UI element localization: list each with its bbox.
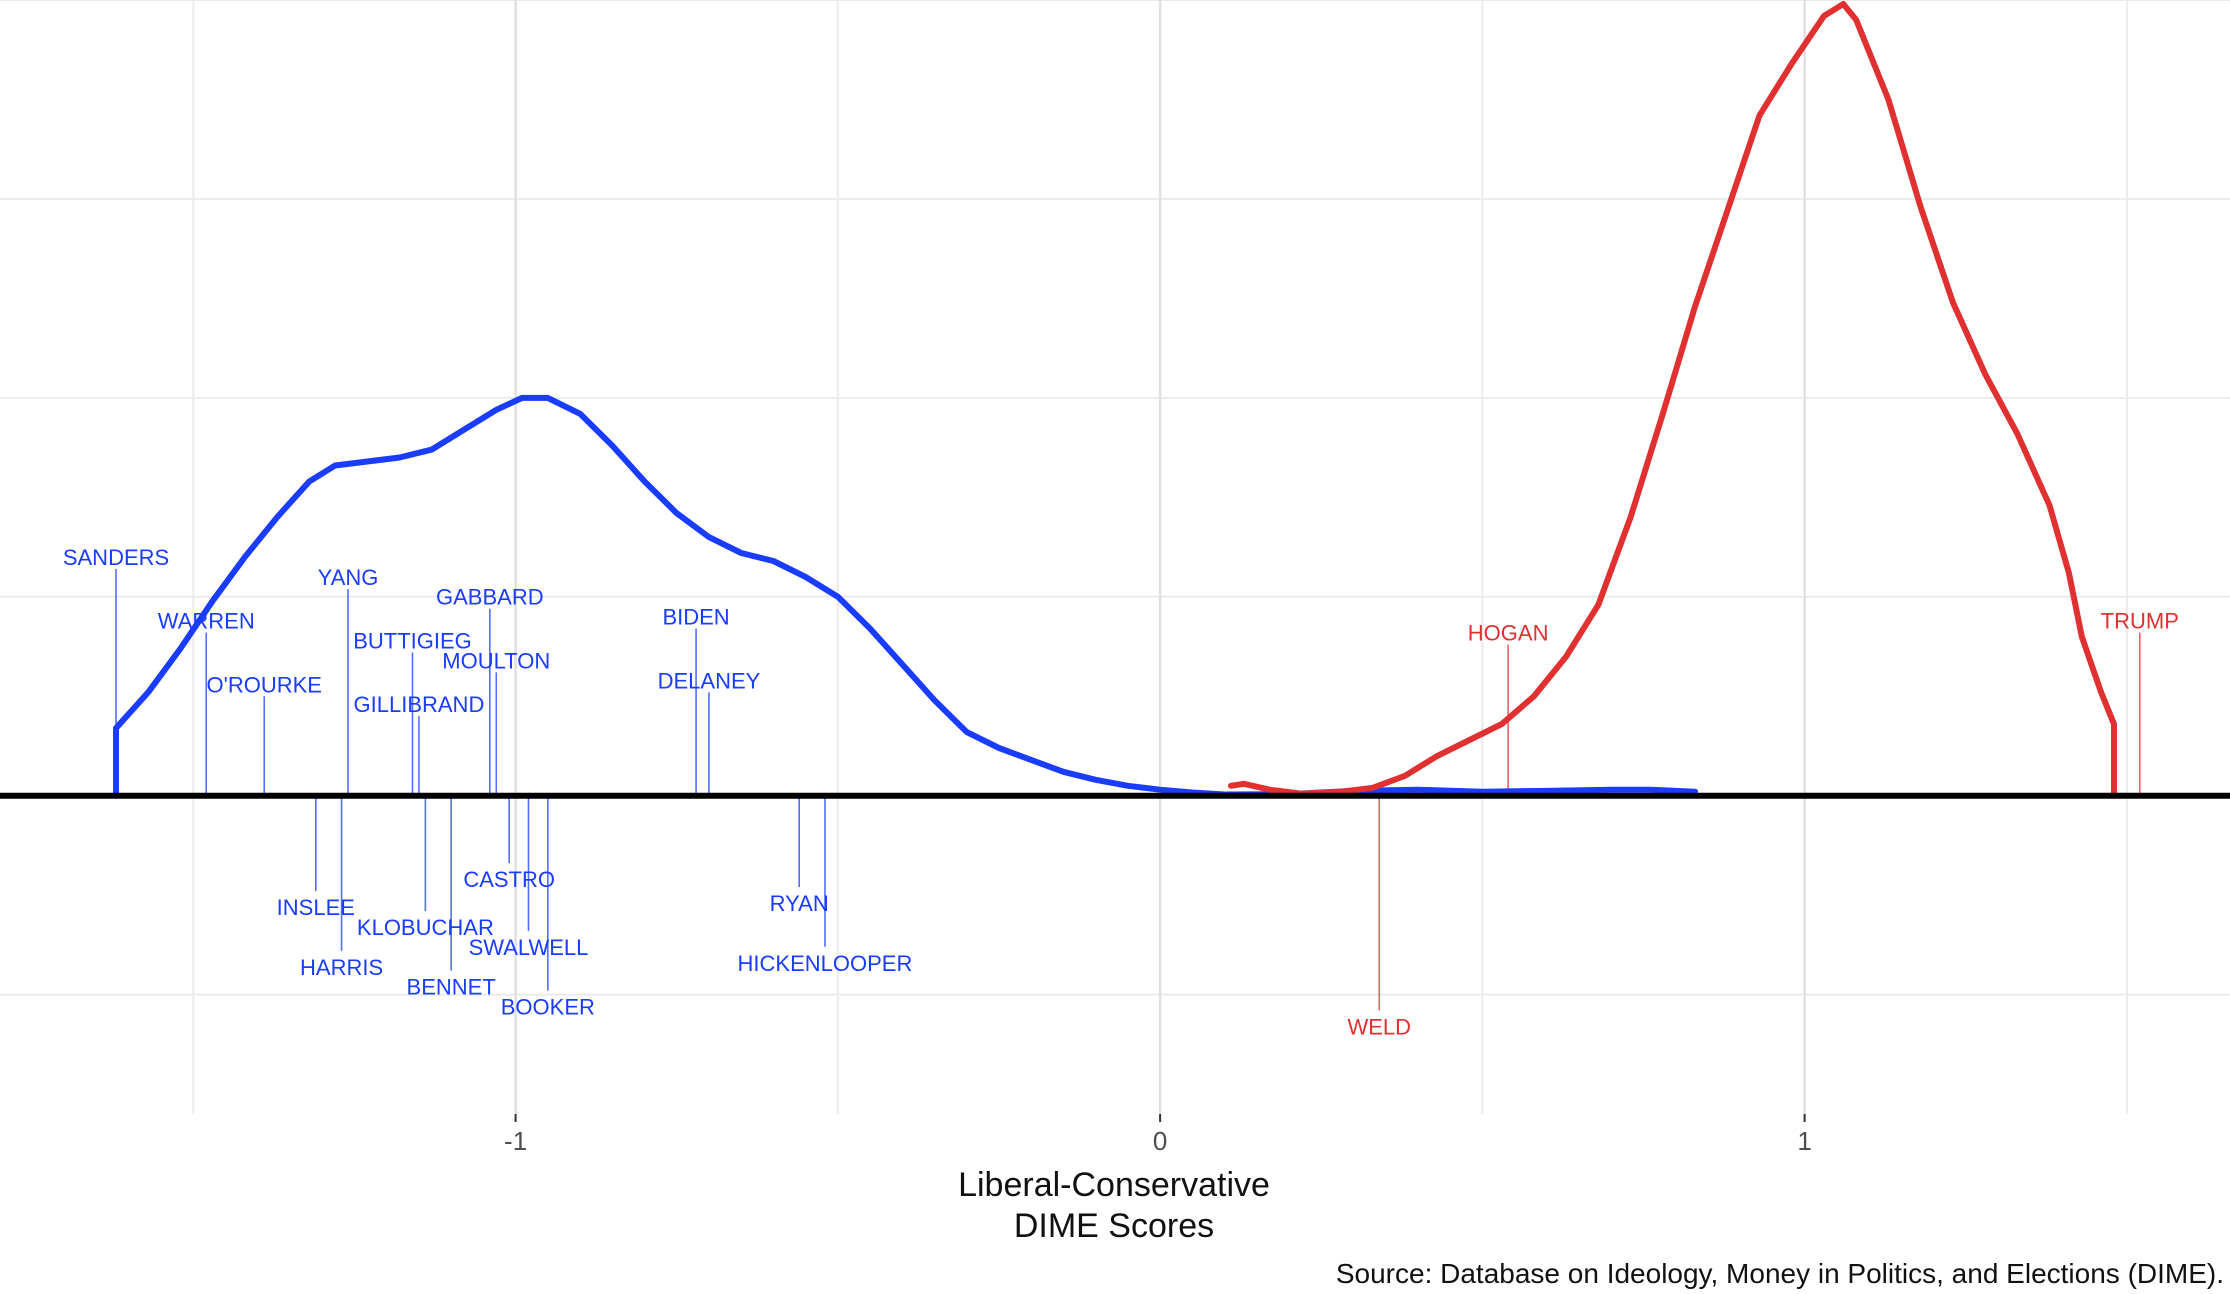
candidate-label-castro: CASTRO [463, 867, 555, 892]
x-tick-label-0: -1 [504, 1126, 527, 1156]
candidate-label-harris: HARRIS [300, 955, 383, 980]
candidate-label-delaney: DELANEY [658, 668, 761, 693]
x-tick-label-2: 1 [1797, 1126, 1811, 1156]
candidate-label-inslee: INSLEE [277, 895, 355, 920]
x-tick-label-1: 0 [1153, 1126, 1167, 1156]
candidate-label-gabbard: GABBARD [436, 585, 544, 610]
candidate-label-warren: WARREN [158, 609, 255, 634]
candidate-label-moulton: MOULTON [442, 648, 550, 673]
candidate-label-sanders: SANDERS [63, 545, 169, 570]
candidate-label-booker: BOOKER [501, 995, 595, 1020]
candidate-labels: SANDERS WARREN O'ROURKE YANG BUTTIGIEG GILLIB… [63, 545, 2179, 1039]
candidate-label-trump: TRUMP [2101, 609, 2179, 634]
candidate-label-orourke: O'ROURKE [207, 672, 322, 697]
x-axis-ticks: -1 0 1 [504, 1114, 1812, 1156]
candidate-label-hogan: HOGAN [1468, 621, 1549, 646]
republican-density-curve [1228, 1, 2117, 799]
grid-lines [0, 0, 2230, 1114]
candidate-label-bennet: BENNET [407, 975, 496, 1000]
x-axis-title-line-1: Liberal-Conservative [958, 1166, 1270, 1204]
candidate-label-ryan: RYAN [770, 891, 829, 916]
candidate-label-yang: YANG [318, 565, 379, 590]
source-note: Source: Database on Ideology, Money in P… [1336, 1258, 2224, 1289]
x-axis-title-line-2: DIME Scores [1014, 1207, 1214, 1245]
candidate-label-weld: WELD [1347, 1014, 1411, 1039]
candidate-label-swalwell: SWALWELL [469, 935, 589, 960]
candidate-label-biden: BIDEN [662, 605, 729, 630]
candidate-label-gillibrand: GILLIBRAND [354, 692, 485, 717]
candidate-label-klobuchar: KLOBUCHAR [357, 915, 494, 940]
candidate-label-hickenlooper: HICKENLOOPER [738, 951, 913, 976]
candidate-label-buttigieg: BUTTIGIEG [353, 629, 472, 654]
